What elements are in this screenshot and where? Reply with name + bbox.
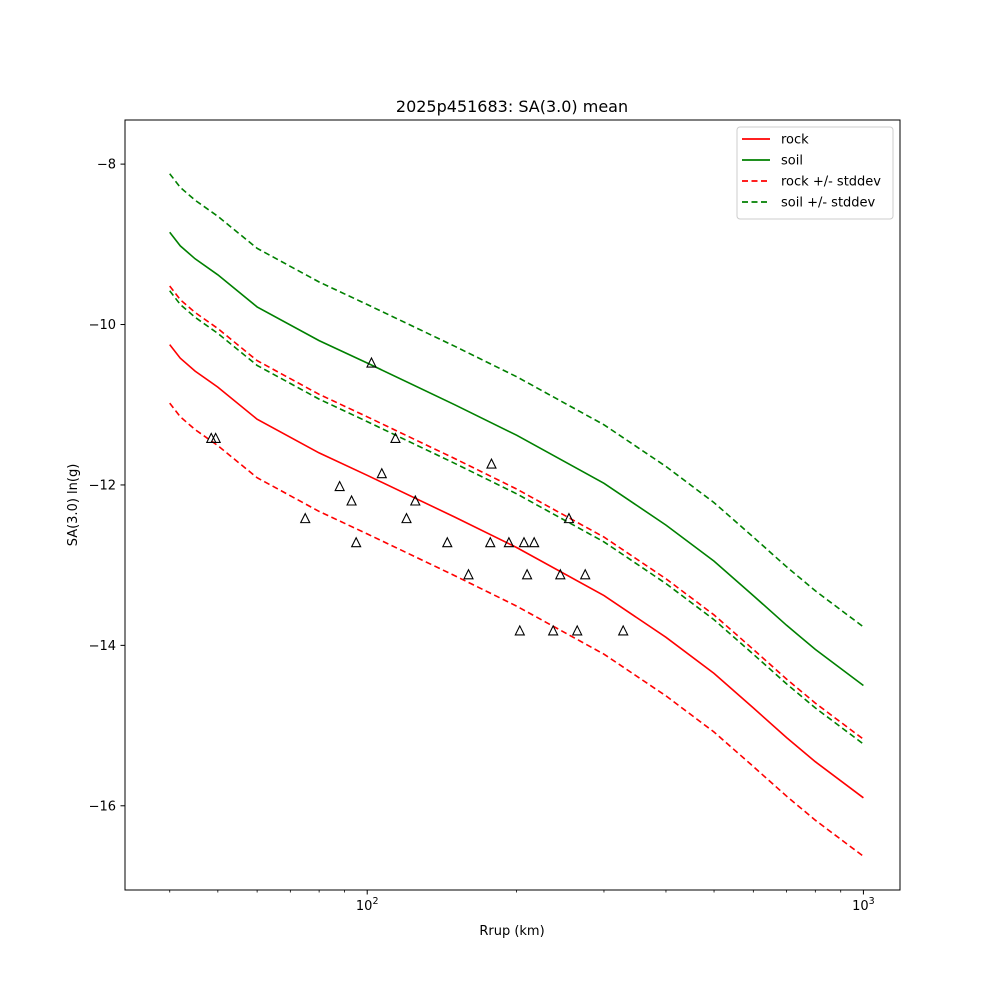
series-group xyxy=(169,173,864,857)
observation-point xyxy=(350,536,362,548)
observation-point xyxy=(299,512,311,524)
series-line-rock-stddev xyxy=(169,285,864,740)
observation-point xyxy=(334,480,346,492)
y-tick-label: −14 xyxy=(89,639,116,654)
observation-point xyxy=(528,536,540,548)
legend-label: soil xyxy=(781,154,803,169)
observation-point xyxy=(390,432,401,443)
y-axis: −16 −14 −12 −10 −8 xyxy=(89,158,125,814)
observation-point xyxy=(518,536,530,548)
series-line-soil-stddev xyxy=(169,173,864,628)
legend-box xyxy=(736,126,894,220)
observation-point xyxy=(441,536,453,548)
observation-point xyxy=(571,624,583,636)
observation-point xyxy=(563,512,575,524)
series-line-rock-stddev-lower xyxy=(169,402,864,857)
y-tick-label: −10 xyxy=(89,318,116,333)
y-tick-label: −8 xyxy=(97,158,116,173)
observation-point xyxy=(547,624,559,636)
x-axis-title: Rrup (km) xyxy=(479,924,544,939)
observation-point xyxy=(579,568,591,580)
observation-point xyxy=(554,568,566,580)
series-line-soil-stddev-lower xyxy=(169,290,864,745)
observation-point xyxy=(366,356,377,368)
chart-title: 2025p451683: SA(3.0) mean xyxy=(396,97,628,116)
observation-point xyxy=(514,624,526,636)
y-tick-label: −12 xyxy=(89,478,116,493)
observation-point xyxy=(484,536,496,548)
y-axis-title: SA(3.0) ln(g) xyxy=(66,464,81,547)
series-line-rock xyxy=(169,344,864,799)
observation-point xyxy=(409,494,421,506)
plot-area xyxy=(124,119,901,891)
legend-label: rock xyxy=(781,133,809,148)
observation-point xyxy=(486,457,497,469)
observation-point xyxy=(521,568,533,580)
observation-point xyxy=(346,494,357,506)
observation-point xyxy=(376,467,388,479)
x-axis: 102 103 xyxy=(169,890,875,914)
legend-label: soil +/- stddev xyxy=(781,196,876,211)
observation-point xyxy=(210,432,222,443)
x-tick-label: 103 xyxy=(852,896,875,914)
observation-point xyxy=(401,512,412,524)
y-tick-label: −16 xyxy=(89,799,116,814)
observation-point xyxy=(463,568,474,580)
plot-frame xyxy=(124,119,901,891)
observation-point xyxy=(617,624,629,636)
legend: rock soil rock +/- stddev soil +/- stddev xyxy=(736,126,894,220)
series-line-soil xyxy=(169,231,864,687)
observation-point xyxy=(503,536,515,548)
legend-label: rock +/- stddev xyxy=(781,175,881,190)
x-tick-label: 102 xyxy=(356,896,379,914)
